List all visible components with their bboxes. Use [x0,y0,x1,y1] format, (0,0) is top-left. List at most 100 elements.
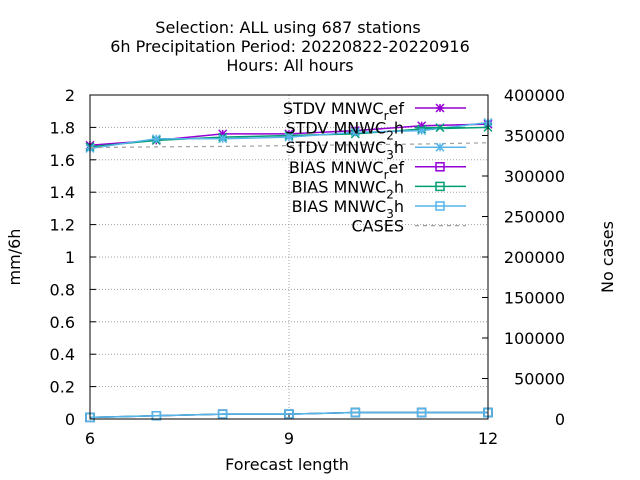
series-line [89,142,489,149]
legend-label: STDV MNWCref [283,99,405,123]
marker-square [284,409,294,419]
data-point [284,409,294,419]
y-tick-label: 0 [65,410,75,429]
marker-square [435,201,445,211]
y-tick-label: 0.4 [50,345,75,364]
y2-tick-label: 250000 [504,208,565,227]
legend-label-tail: ef [389,99,405,118]
legend-label-tail: h [394,119,404,138]
marker-star [350,127,360,137]
x-tick-label: 6 [85,429,95,448]
marker-star [435,142,445,152]
marker-square [350,407,361,418]
y2-tick-label: 200000 [504,248,565,267]
data-point [218,134,228,144]
legend-label-main: STDV MNWC [285,138,386,157]
series-cases [89,142,489,149]
marker-star [151,134,161,144]
y-tick-label: 0.8 [50,280,75,299]
chart-title-line-1: Selection: ALL using 687 stations [155,18,420,37]
legend-item: CASES [351,217,466,236]
legend-label-main: BIAS MNWC [289,158,384,177]
data-point [284,132,294,142]
data-point [417,121,427,131]
marker-star [218,134,228,144]
marker-cross [435,123,445,133]
legend-marker [435,142,445,152]
x-tick-label: 9 [284,429,294,448]
marker-square [435,181,445,192]
legend-label-main: BIAS MNWC [292,197,387,216]
legend-label-main: STDV MNWC [285,119,386,138]
grid [89,94,489,420]
marker-square [435,162,445,172]
legend-marker [435,123,445,133]
marker-square [416,407,427,418]
marker-square [151,411,162,421]
data-point [350,127,360,137]
legend-label-tail: h [394,197,404,216]
y2-tick-label: 50000 [514,370,565,389]
data-point [350,407,361,418]
y2-axis-label: No cases [598,221,617,293]
y-tick-label: 2 [65,86,75,105]
legend-item: BIAS MNWC3h [292,197,466,221]
y-tick-label: 0.6 [50,313,75,332]
x-axis-label: Forecast length [225,455,349,474]
marker-star [435,103,445,113]
y-tick-label: 1.2 [50,216,75,235]
data-point [217,409,228,419]
legend-label-main: BIAS MNWC [292,177,387,196]
legend-label-main: CASES [351,217,404,236]
legend-label: BIAS MNWC2h [292,177,404,201]
legend-label-sub: r [384,109,389,123]
legend-label-sub: 2 [386,187,394,201]
marker-star [417,121,427,131]
marker-square [217,409,228,419]
marker-star [284,132,294,142]
legend-label: CASES [351,217,404,236]
legend-label-tail: h [394,177,404,196]
y-tick-label: 1.6 [50,151,75,170]
y-tick-label: 0.2 [50,378,75,397]
chart-title-line-3: Hours: All hours [226,56,353,75]
x-tick-label: 12 [478,429,498,448]
plot-frame [89,94,489,420]
y-tick-label: 1 [65,248,75,267]
data-point [417,126,427,136]
series-group [85,118,493,423]
data-point [151,134,161,144]
legend-marker [435,162,445,172]
legend-item: STDV MNWCref [283,99,466,123]
series-line [89,411,488,419]
marker-star [218,129,228,139]
legend-label-tail: ef [389,158,405,177]
marker-star [417,126,427,136]
legend-marker [435,201,445,211]
legend-label: BIAS MNWCref [289,158,404,182]
y2-tick-label: 100000 [504,329,565,348]
y2-tick-label: 150000 [504,289,565,308]
legend-label-sub: 3 [386,148,394,162]
data-point [218,129,228,139]
y2-tick-label: 300000 [504,167,565,186]
y2-tick-label: 400000 [504,86,565,105]
legend-label: STDV MNWC2h [285,119,404,143]
y-tick-label: 1.4 [50,183,75,202]
legend-label-sub: 3 [386,207,394,221]
legend-label-tail: h [394,138,404,157]
legend-label: BIAS MNWC3h [292,197,404,221]
legend-item: STDV MNWC2h [285,119,466,143]
y-axis-label: mm/6h [5,229,24,286]
tick-labels: 0 0.2 0.4 0.6 0.8 1 1.2 1.4 1.6 1.8 2 0 50000 100000 1… [50,86,565,448]
data-point [151,411,162,421]
legend-label-sub: r [384,168,389,182]
legend-marker [435,103,445,113]
legend-item: BIAS MNWC2h [292,177,466,201]
legend-label: STDV MNWC3h [285,138,404,162]
data-point [416,407,427,418]
legend-label-sub: 2 [386,129,394,143]
y2-tick-label: 350000 [504,127,565,146]
